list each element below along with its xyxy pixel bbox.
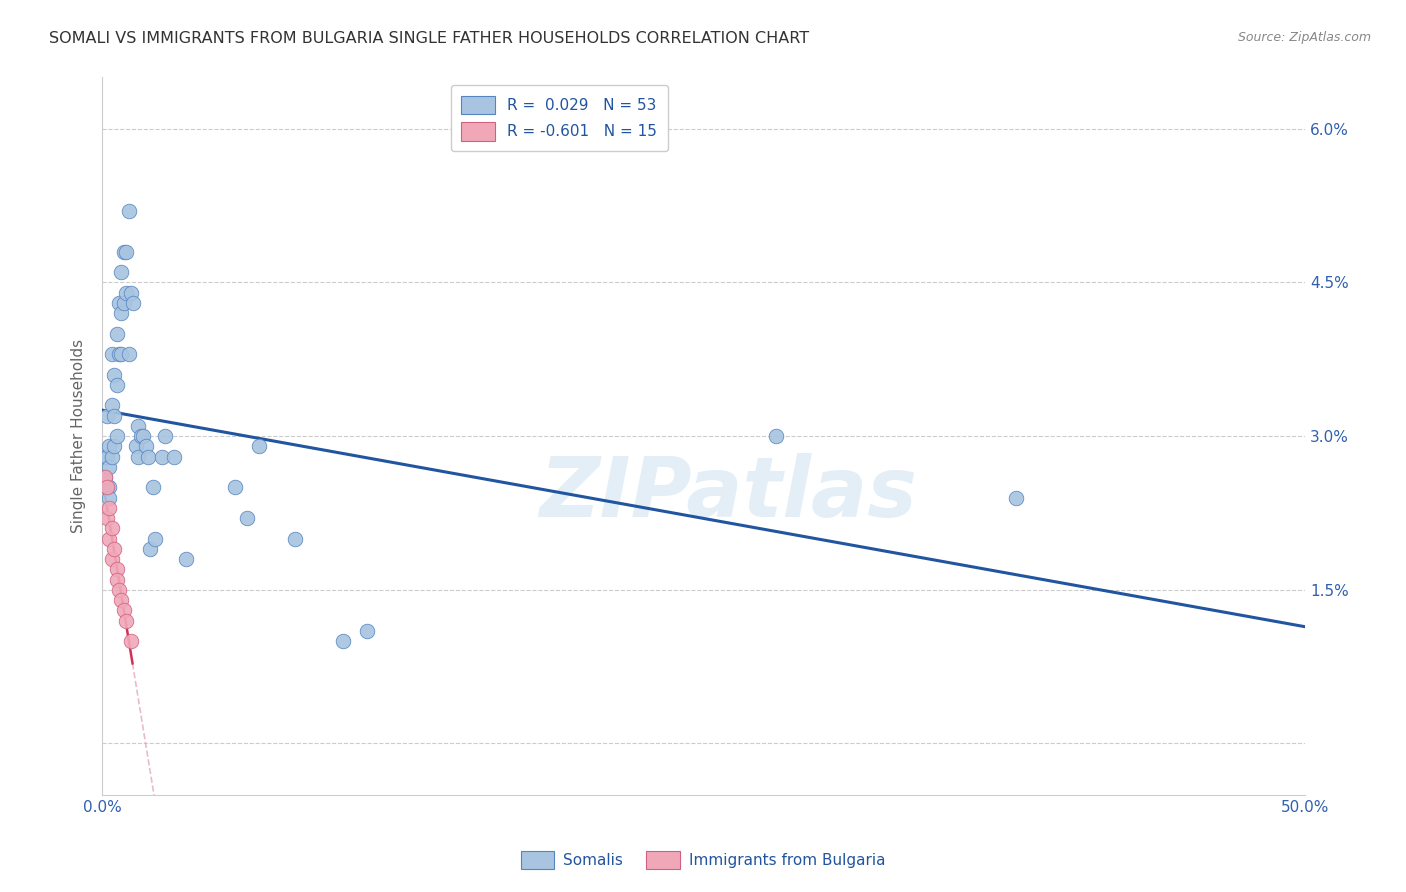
Point: [110, 347, 132, 361]
Legend: Somalis, Immigrants from Bulgaria: Somalis, Immigrants from Bulgaria: [515, 845, 891, 875]
Point: [93, 450, 115, 464]
Point: [176, 552, 198, 566]
Point: [150, 450, 173, 464]
Point: [235, 511, 257, 525]
Point: [765, 429, 787, 443]
Point: [93, 470, 115, 484]
Point: [98, 439, 121, 453]
Point: [139, 541, 162, 556]
Point: [98, 500, 121, 515]
Point: [136, 450, 159, 464]
Point: [115, 244, 138, 259]
Point: [284, 532, 307, 546]
Point: [115, 285, 138, 300]
Point: [356, 624, 378, 638]
Point: [108, 296, 131, 310]
Point: [101, 398, 124, 412]
Point: [112, 603, 135, 617]
Point: [143, 532, 166, 546]
Point: [103, 368, 125, 382]
Point: [101, 552, 124, 566]
Point: [105, 326, 128, 341]
Point: [125, 439, 148, 453]
Point: [105, 562, 128, 576]
Point: [115, 614, 138, 628]
Point: [98, 459, 121, 474]
Point: [332, 634, 354, 648]
Point: [108, 582, 131, 597]
Point: [134, 439, 156, 453]
Point: [98, 532, 121, 546]
Point: [96, 480, 118, 494]
Point: [110, 265, 132, 279]
Point: [93, 470, 115, 484]
Point: [105, 429, 128, 443]
Text: Source: ZipAtlas.com: Source: ZipAtlas.com: [1237, 31, 1371, 45]
Point: [163, 450, 186, 464]
Point: [122, 296, 145, 310]
Point: [105, 377, 128, 392]
Point: [103, 409, 125, 423]
Y-axis label: Single Father Households: Single Father Households: [72, 339, 86, 533]
Point: [98, 480, 121, 494]
Point: [118, 347, 141, 361]
Point: [103, 439, 125, 453]
Point: [105, 573, 128, 587]
Point: [132, 429, 155, 443]
Point: [120, 634, 142, 648]
Point: [108, 347, 131, 361]
Point: [142, 480, 165, 494]
Point: [118, 203, 141, 218]
Point: [103, 541, 125, 556]
Point: [98, 491, 121, 505]
Point: [1005, 491, 1028, 505]
Point: [247, 439, 270, 453]
Point: [101, 521, 124, 535]
Point: [101, 347, 124, 361]
Point: [153, 429, 176, 443]
Point: [224, 480, 246, 494]
Point: [110, 306, 132, 320]
Text: SOMALI VS IMMIGRANTS FROM BULGARIA SINGLE FATHER HOUSEHOLDS CORRELATION CHART: SOMALI VS IMMIGRANTS FROM BULGARIA SINGL…: [49, 31, 810, 46]
Point: [127, 418, 149, 433]
Point: [112, 296, 135, 310]
Point: [120, 285, 142, 300]
Point: [96, 450, 118, 464]
Point: [112, 244, 135, 259]
Point: [96, 511, 118, 525]
Legend: R =  0.029   N = 53, R = -0.601   N = 15: R = 0.029 N = 53, R = -0.601 N = 15: [451, 85, 668, 152]
Text: ZIPatlas: ZIPatlas: [538, 453, 917, 534]
Point: [101, 450, 124, 464]
Point: [96, 409, 118, 423]
Point: [129, 429, 152, 443]
Point: [96, 480, 118, 494]
Point: [127, 450, 149, 464]
Point: [110, 593, 132, 607]
